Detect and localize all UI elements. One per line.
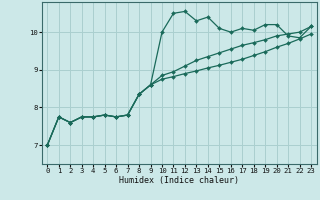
X-axis label: Humidex (Indice chaleur): Humidex (Indice chaleur): [119, 176, 239, 185]
